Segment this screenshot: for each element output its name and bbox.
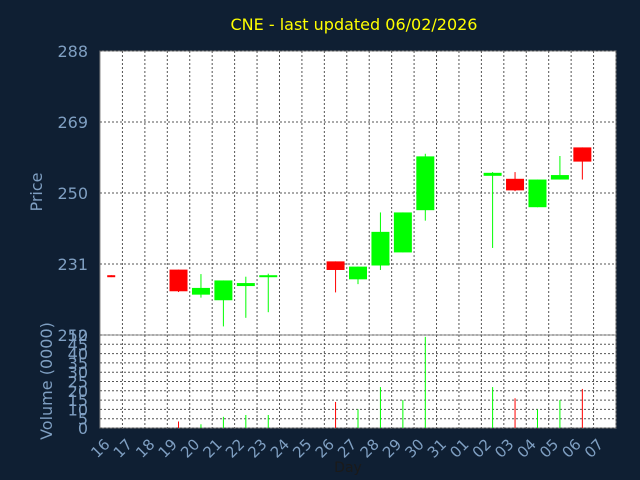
candle-body bbox=[326, 261, 345, 270]
volume-tick-label: 35 bbox=[68, 354, 88, 373]
candle-body bbox=[169, 269, 188, 292]
candle-body bbox=[214, 280, 233, 301]
volume-tick-label: 40 bbox=[68, 345, 88, 364]
volume-tick-label: 10 bbox=[68, 400, 88, 419]
volume-tick-label: 45 bbox=[68, 335, 88, 354]
price-tick-label: 269 bbox=[57, 113, 88, 132]
volume-tick-label: 20 bbox=[68, 382, 88, 401]
candle-body bbox=[416, 156, 435, 211]
day-axis-ticks: 1617181920212223242526272829303101020304… bbox=[87, 435, 607, 461]
price-tick-label: 250 bbox=[57, 184, 88, 203]
volume-bars bbox=[178, 336, 583, 428]
price-tick-label: 212 bbox=[57, 326, 88, 345]
x-axis-label: Day bbox=[334, 460, 362, 476]
candle-body bbox=[107, 275, 116, 278]
day-tick-label: 07 bbox=[581, 435, 607, 461]
chart-title: CNE - last updated 06/02/2026 bbox=[231, 15, 478, 34]
price-axis-label: Price bbox=[27, 172, 46, 211]
volume-tick-label: 50 bbox=[68, 326, 88, 345]
volume-tick-label: 15 bbox=[68, 391, 88, 410]
candle-body bbox=[550, 175, 569, 180]
candle-body bbox=[259, 275, 278, 278]
volume-tick-label: 30 bbox=[68, 363, 88, 382]
price-tick-label: 231 bbox=[57, 255, 88, 274]
candle-body bbox=[191, 287, 210, 295]
candlesticks bbox=[107, 147, 592, 327]
candle-body bbox=[236, 283, 255, 287]
candle-body bbox=[349, 266, 367, 280]
price-tick-label: 288 bbox=[57, 42, 88, 61]
candle-body bbox=[483, 172, 502, 176]
candle-body bbox=[573, 147, 592, 162]
candle-body bbox=[506, 178, 525, 191]
candle-body bbox=[393, 212, 412, 253]
volume-axis-label: Volume (0000) bbox=[37, 322, 56, 440]
candle-body bbox=[528, 179, 547, 208]
grid-lines bbox=[100, 50, 617, 429]
volume-tick-label: 25 bbox=[68, 373, 88, 392]
volume-tick-label: 5 bbox=[78, 410, 88, 429]
volume-tick-label: 0 bbox=[78, 419, 88, 438]
price-axis-ticks: 288 269 250 231 212 bbox=[57, 42, 88, 345]
candle-body bbox=[371, 231, 390, 266]
